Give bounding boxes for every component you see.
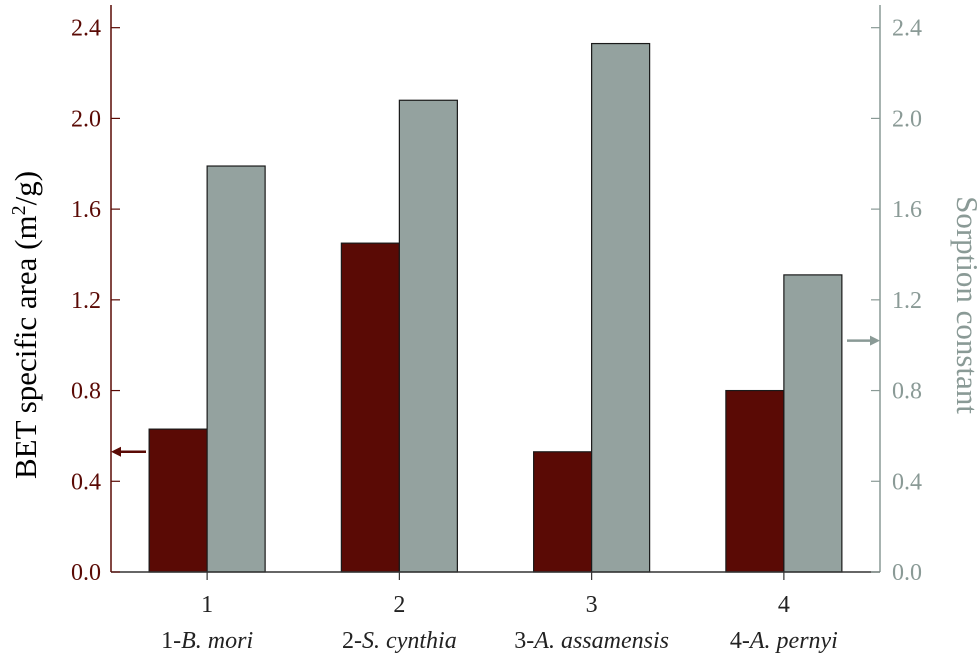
- x-tick-label-4: 4: [778, 592, 790, 618]
- y-tick-label-left: 0.0: [71, 560, 101, 586]
- y-tick-label-right: 2.0: [892, 106, 922, 132]
- y-tick-label-right: 0.8: [892, 379, 922, 405]
- bars-group: [148, 42, 843, 573]
- bar-right-4: [783, 274, 843, 573]
- axes-group: [110, 5, 881, 573]
- y-tick-label-right: 1.2: [892, 288, 922, 314]
- bar-left-2: [340, 242, 400, 573]
- bar-left-1: [148, 428, 208, 573]
- bar-left-4: [725, 389, 785, 573]
- right-axis-arrow-icon: [870, 335, 880, 346]
- bar-left-3: [533, 451, 593, 573]
- left-axis-arrow-icon: [111, 446, 121, 457]
- y-tick-label-left: 1.6: [71, 197, 101, 223]
- category-name-2: 2-S. cynthia: [342, 628, 457, 654]
- bar-right-2: [398, 99, 458, 573]
- y-tick-label-left: 2.0: [71, 106, 101, 132]
- y-tick-label-right: 2.4: [892, 16, 922, 42]
- bar-right-1: [206, 165, 266, 573]
- y-tick-label-right: 1.6: [892, 197, 922, 223]
- y-tick-label-right: 0.4: [892, 469, 922, 495]
- y-tick-label-left: 0.4: [71, 469, 101, 495]
- category-name-4: 4-A. pernyi: [730, 628, 838, 654]
- labels-group: 1 1-B. mori 2 2-S. cynthia 3 3-A. assamensis 4…: [71, 16, 922, 654]
- category-name-3: 3-A. assamensis: [514, 628, 669, 654]
- x-tick-label-3: 3: [586, 592, 598, 618]
- x-tick-label-1: 1: [201, 592, 213, 618]
- y-axis-left-title: BET specific area (m2/g): [8, 171, 43, 479]
- y-tick-label-left: 2.4: [71, 16, 101, 42]
- category-name-1: 1-B. mori: [161, 628, 253, 654]
- y-tick-label-right: 0.0: [892, 560, 922, 586]
- y-tick-label-left: 0.8: [71, 379, 101, 405]
- x-tick-label-2: 2: [393, 592, 405, 618]
- y-tick-label-left: 1.2: [71, 288, 101, 314]
- ticks-group: [111, 27, 880, 580]
- bar-right-3: [591, 42, 651, 573]
- y-axis-right-title: Sorption constant: [950, 196, 979, 414]
